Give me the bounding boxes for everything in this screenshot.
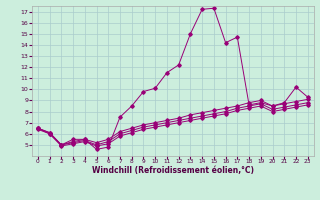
X-axis label: Windchill (Refroidissement éolien,°C): Windchill (Refroidissement éolien,°C) <box>92 166 254 175</box>
